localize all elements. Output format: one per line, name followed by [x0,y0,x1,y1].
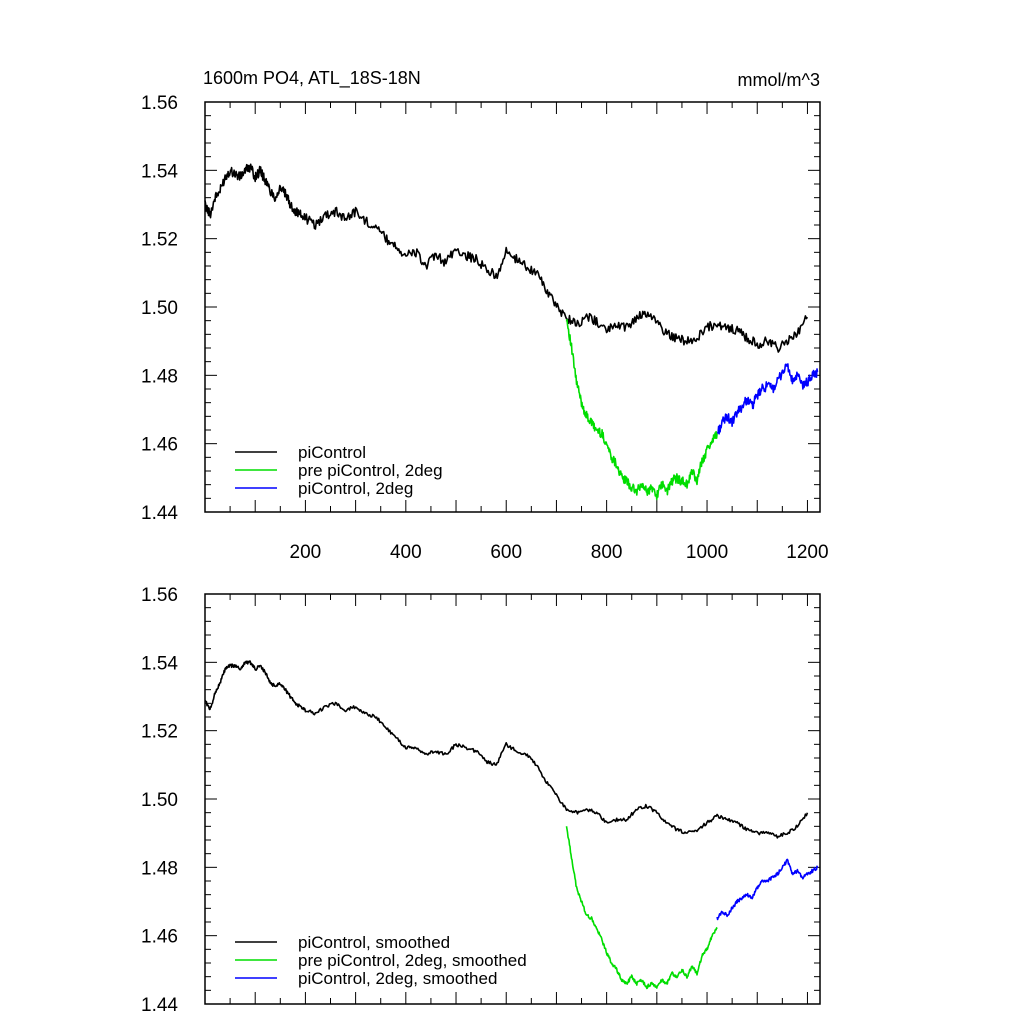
chart-title: 1600m PO4, ATL_18S-18N [203,68,421,89]
y-tick-label: 1.48 [141,366,178,387]
bottom-y-tick-labels: 1.44 1.46 1.48 1.50 1.52 1.54 1.56 [141,585,178,1016]
bottom-series-group [204,660,819,990]
top-series-group [204,163,819,501]
y-tick-label: 1.54 [141,653,178,674]
legend-label: pre piControl, 2deg, smoothed [298,951,527,970]
units-label: mmol/m^3 [738,70,820,90]
series-line-picontrol-2deg-smoothed [716,858,819,921]
y-tick-label: 1.56 [141,585,178,606]
legend-label: piControl, 2deg, smoothed [298,969,497,988]
series-line-picontrol [204,163,809,353]
x-tick-label: 600 [490,542,522,563]
top-y-tick-labels: 1.44 1.46 1.48 1.50 1.52 1.54 1.56 [141,93,178,524]
y-tick-label: 1.52 [141,230,178,251]
x-tick-label: 200 [290,542,322,563]
y-tick-label: 1.44 [141,503,178,524]
top-x-tick-labels: 200 400 600 800 1000 1200 [290,542,829,563]
y-tick-label: 1.50 [141,790,178,811]
series-line-pre-picontrol-2deg [565,318,718,501]
y-tick-label: 1.46 [141,435,178,456]
y-tick-label: 1.46 [141,927,178,948]
y-tick-label: 1.48 [141,858,178,879]
legend-label: pre piControl, 2deg [298,461,443,480]
y-tick-label: 1.54 [141,161,178,182]
bottom-plot-frame [204,593,821,1005]
legend-label: piControl [298,443,366,462]
y-tick-label: 1.56 [141,93,178,114]
series-line-pre-picontrol-2deg-smoothed [565,826,718,990]
top-panel: 1600m PO4, ATL_18S-18N mmol/m^3 1.44 1.46… [141,68,829,563]
y-tick-label: 1.44 [141,995,178,1016]
top-plot-frame [204,101,821,513]
y-tick-label: 1.50 [141,298,178,319]
series-line-picontrol-smoothed [204,660,809,839]
legend-label: piControl, smoothed [298,933,450,952]
x-tick-label: 800 [591,542,623,563]
x-tick-label: 1200 [786,542,828,563]
legend-label: piControl, 2deg [298,479,413,498]
bottom-panel: 1.44 1.46 1.48 1.50 1.52 1.54 1.56 piControl, … [141,585,821,1016]
x-tick-label: 400 [390,542,422,563]
x-tick-label: 1000 [686,542,728,563]
y-tick-label: 1.52 [141,722,178,743]
series-line-picontrol-2deg [716,363,819,435]
